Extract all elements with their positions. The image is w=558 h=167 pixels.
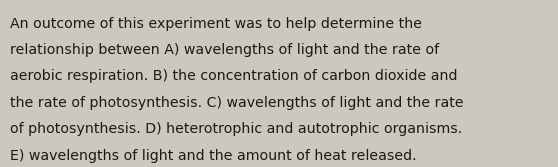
Text: the rate of photosynthesis. C) wavelengths of light and the rate: the rate of photosynthesis. C) wavelengt…	[10, 96, 464, 110]
Text: E) wavelengths of light and the amount of heat released.: E) wavelengths of light and the amount o…	[10, 149, 417, 163]
Text: relationship between A) wavelengths of light and the rate of: relationship between A) wavelengths of l…	[10, 43, 439, 57]
Text: aerobic respiration. B) the concentration of carbon dioxide and: aerobic respiration. B) the concentratio…	[10, 69, 458, 84]
Text: An outcome of this experiment was to help determine the: An outcome of this experiment was to hel…	[10, 17, 422, 31]
Text: of photosynthesis. D) heterotrophic and autotrophic organisms.: of photosynthesis. D) heterotrophic and …	[10, 122, 462, 136]
